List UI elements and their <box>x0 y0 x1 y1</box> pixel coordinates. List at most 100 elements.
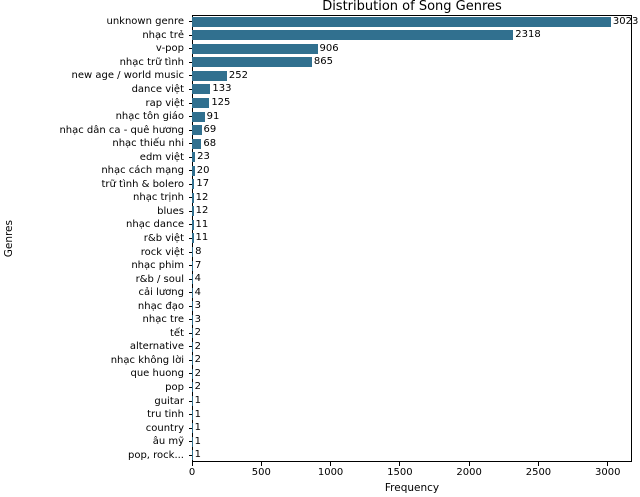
bar-row: nhạc không lời 2 <box>0 354 640 368</box>
y-tick-mark <box>189 88 192 90</box>
value-label: 125 <box>211 97 231 109</box>
category-label: nhạc phim <box>131 260 184 272</box>
bar-row: nhạc tôn giáo 91 <box>0 110 640 124</box>
bar-row: tru tinh 1 <box>0 408 640 422</box>
bar-row: dance việt 133 <box>0 83 640 97</box>
bar-row: guitar 1 <box>0 394 640 408</box>
category-label: blues <box>157 205 184 217</box>
bar-row: nhạc đạo 3 <box>0 299 640 313</box>
value-label: 1 <box>194 408 201 420</box>
y-tick-mark <box>189 332 192 334</box>
value-label: 1 <box>194 449 201 461</box>
bar <box>192 57 312 68</box>
bar <box>192 274 193 285</box>
y-tick-mark <box>189 359 192 361</box>
value-label: 2 <box>194 367 201 379</box>
bar <box>192 152 196 163</box>
category-label: tru tinh <box>147 409 184 421</box>
bar <box>192 192 194 203</box>
y-tick-mark <box>189 386 192 388</box>
y-tick-mark <box>189 414 192 416</box>
bar-row: edm việt 23 <box>0 150 640 164</box>
category-label: edm việt <box>139 151 184 163</box>
y-tick-mark <box>189 197 192 199</box>
bar <box>192 396 193 407</box>
value-label: 4 <box>194 286 201 298</box>
y-tick-mark <box>189 265 192 267</box>
value-label: 133 <box>212 83 232 95</box>
x-tick-mark <box>607 462 609 466</box>
bar-row: nhạc trịnh 12 <box>0 191 640 205</box>
bar <box>192 409 193 420</box>
bar-row: country 1 <box>0 421 640 435</box>
bar-row: âu mỹ 1 <box>0 435 640 449</box>
bar-row: new age / world music 252 <box>0 69 640 83</box>
x-tick-label: 3000 <box>595 467 621 478</box>
value-label: 1 <box>194 395 201 407</box>
bar-row: nhạc tre 3 <box>0 313 640 327</box>
value-label: 20 <box>196 164 210 176</box>
y-tick-mark <box>189 210 192 212</box>
y-tick-mark <box>189 454 192 456</box>
value-label: 2318 <box>515 29 541 41</box>
category-label: unknown genre <box>106 16 185 28</box>
x-tick-mark <box>330 462 332 466</box>
y-tick-mark <box>189 237 192 239</box>
category-label: r&b / soul <box>135 273 184 285</box>
category-label: nhạc dân ca - quê hương <box>59 124 184 136</box>
value-label: 2 <box>194 381 201 393</box>
y-tick-mark <box>189 373 192 375</box>
y-tick-mark <box>189 251 192 253</box>
bar <box>192 436 193 447</box>
value-label: 252 <box>228 69 249 81</box>
y-tick-mark <box>189 129 192 131</box>
category-label: nhạc cách mạng <box>101 165 184 177</box>
bar <box>192 233 194 244</box>
chart-title: Distribution of Song Genres <box>322 0 502 14</box>
value-label: 8 <box>195 246 202 258</box>
bar <box>192 70 227 81</box>
category-label: tết <box>170 327 184 339</box>
bar-row: cải lương 4 <box>0 286 640 300</box>
x-tick-label: 1500 <box>387 467 413 478</box>
bar <box>192 260 193 271</box>
bar <box>192 341 193 352</box>
bar-row: nhạc phim 7 <box>0 259 640 273</box>
category-label: country <box>145 422 184 434</box>
value-label: 4 <box>194 273 201 285</box>
y-tick-mark <box>189 305 192 307</box>
category-label: rock việt <box>140 246 184 258</box>
bar <box>192 314 193 325</box>
bar <box>192 125 202 136</box>
x-tick-label: 500 <box>251 467 271 478</box>
category-label: new age / world music <box>71 70 184 82</box>
y-tick-mark <box>189 102 192 104</box>
category-label: nhạc tre <box>142 314 184 326</box>
value-label: 2 <box>194 340 201 352</box>
x-tick-label: 2500 <box>525 467 552 478</box>
x-tick-mark <box>399 462 401 466</box>
bar <box>192 179 195 190</box>
value-label: 3023 <box>612 15 639 27</box>
value-label: 7 <box>194 259 202 271</box>
bar <box>192 450 193 461</box>
value-label: 3 <box>194 313 201 325</box>
y-tick-mark <box>189 156 192 158</box>
category-label: cải lương <box>138 287 184 299</box>
y-tick-mark <box>189 278 192 280</box>
bar <box>192 84 211 95</box>
bar <box>192 165 195 176</box>
bar <box>192 219 194 230</box>
value-label: 23 <box>197 151 210 163</box>
bar <box>192 206 194 217</box>
bar <box>192 355 193 366</box>
category-label: alternative <box>129 341 184 353</box>
y-tick-mark <box>189 400 192 402</box>
category-label: rap việt <box>145 97 184 109</box>
bar <box>192 247 194 258</box>
value-label: 12 <box>195 191 209 203</box>
category-label: nhạc dance <box>126 219 184 231</box>
x-axis-label: Frequency <box>384 482 440 494</box>
y-tick-mark <box>189 116 192 118</box>
